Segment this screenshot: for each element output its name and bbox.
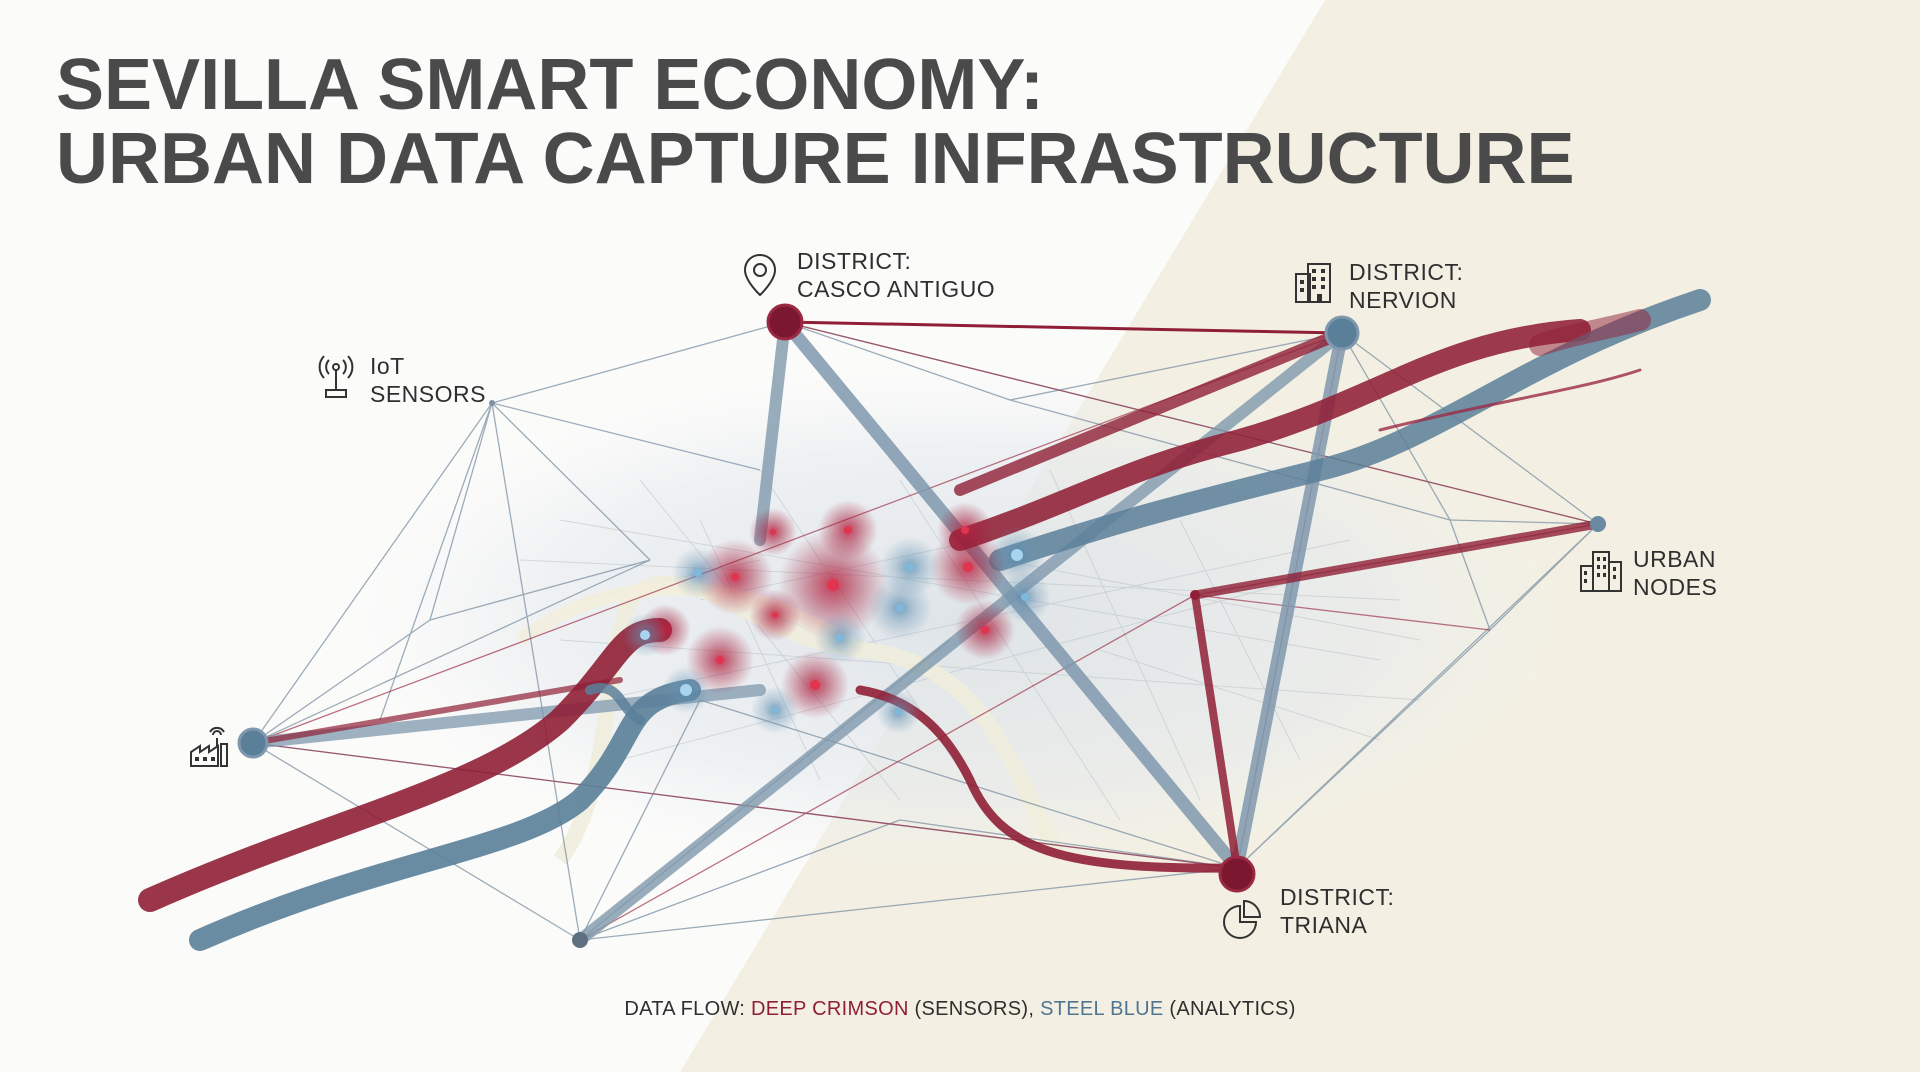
office-building-icon: [1295, 263, 1331, 303]
legend-crimson-suffix: (SENSORS),: [908, 998, 1041, 1020]
page-title: SEVILLA SMART ECONOMY: URBAN DATA CAPTUR…: [56, 48, 1575, 196]
node-left: [237, 727, 269, 759]
trunk-casco-nervion: [783, 320, 1344, 335]
stream-blue-center: [585, 683, 645, 725]
stream-blue-left: [189, 679, 701, 951]
nodes: [237, 303, 1606, 948]
trunk-hub-triana: [1191, 591, 1241, 872]
legend-blue: STEEL BLUE: [1040, 998, 1164, 1020]
location-pin-icon: [743, 253, 777, 297]
label-nervion: DISTRICT: NERVION: [1349, 259, 1464, 313]
legend-caption: DATA FLOW: DEEP CRIMSON (SENSORS), STEEL…: [0, 998, 1920, 1021]
city-buildings-icon: [1580, 551, 1622, 592]
legend-prefix: DATA FLOW:: [624, 998, 751, 1020]
node-bottom: [572, 932, 588, 948]
label-triana: DISTRICT: TRIANA: [1280, 884, 1395, 938]
title-line-1: SEVILLA SMART ECONOMY:: [56, 45, 1044, 125]
trunk-casco-down: [754, 316, 791, 546]
node-iot: [489, 400, 495, 406]
pie-chart-icon: [1223, 899, 1262, 939]
label-iot-sensors: IoT SENSORS: [370, 353, 486, 407]
trunk-nervion-left: [954, 327, 1348, 496]
node-casco-antiguo: [766, 303, 804, 341]
stream-crimson-right: [949, 319, 1591, 551]
label-casco-antiguo: DISTRICT: CASCO ANTIGUO: [797, 248, 996, 302]
node-triana: [1218, 855, 1256, 893]
title-line-2: URBAN DATA CAPTURE INFRASTRUCTURE: [56, 119, 1575, 200]
trunk-left-node-red: [250, 677, 623, 746]
node-hub: [1190, 590, 1200, 600]
hotspot-cores: [640, 526, 1029, 715]
stream-crimson-left: [138, 618, 672, 912]
legend-blue-suffix: (ANALYTICS): [1163, 998, 1296, 1020]
stream-crimson-thin: [1378, 368, 1642, 432]
legend-crimson: DEEP CRIMSON: [750, 998, 909, 1020]
stream-crimson-far: [1529, 309, 1651, 356]
node-nervion: [1324, 315, 1360, 351]
trunk-hub-urban: [1190, 519, 1603, 600]
stream-blue-right: [989, 289, 1711, 571]
data-streams: [138, 289, 1711, 951]
label-urban-nodes: URBAN NODES: [1633, 546, 1718, 600]
factory-sensor-icon: [190, 726, 228, 767]
node-urban: [1590, 516, 1606, 532]
wireless-antenna-icon: [318, 355, 354, 398]
